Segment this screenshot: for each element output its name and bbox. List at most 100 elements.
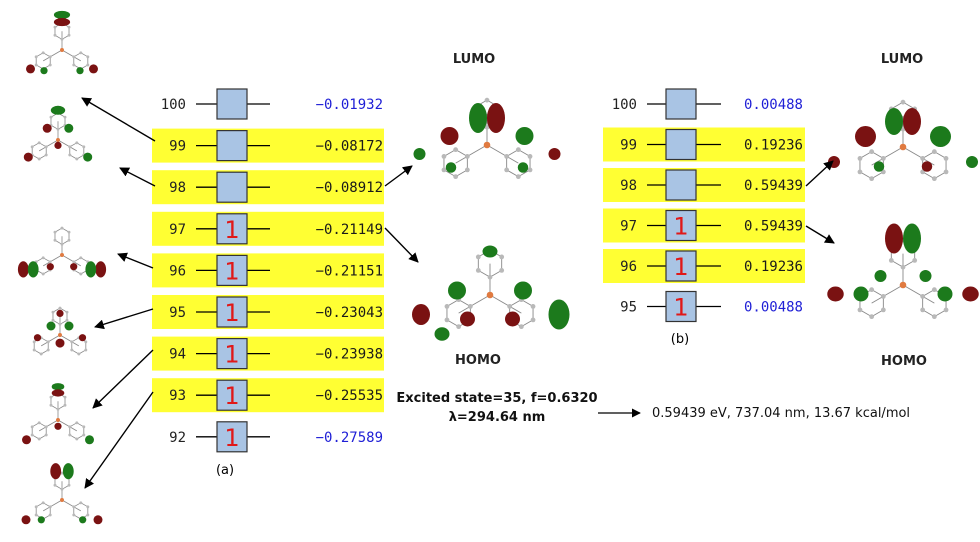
- arrow-96: [117, 252, 154, 269]
- orbital-energy: −0.21149: [316, 222, 383, 238]
- orbital-row-98: 98 −0.08912: [152, 170, 384, 205]
- panel-a-orbital-ladder: 100 −0.01932 99 −0.08172 98 −0.08912 97 1 −0.211…: [152, 88, 384, 453]
- panel-a-right-arrows: [384, 165, 419, 263]
- orbital-index: 95: [620, 300, 637, 316]
- orbital-isosurface-pictures: [17, 10, 979, 525]
- orbital-box: [216, 130, 248, 162]
- orbital-row-96: 96 1 −0.21151: [152, 253, 384, 288]
- orbital-energy: −0.01932: [316, 97, 383, 113]
- orbital-index: 100: [612, 97, 637, 113]
- orbital-index: 99: [620, 138, 637, 154]
- homo-label-a: HOMO: [455, 353, 501, 368]
- orbital-energy: 0.00488: [744, 97, 803, 113]
- orbital-box: [665, 209, 697, 242]
- orbital-box: [665, 88, 697, 120]
- orbital-box: [216, 254, 248, 286]
- orbital-row-92: 92 1 −0.27589: [169, 421, 383, 453]
- lumo-picture-b: [828, 99, 978, 182]
- orbital-row-97: 97 1 0.59439: [603, 208, 805, 243]
- arrow-b97-homo: [805, 225, 835, 244]
- orbital-energy: 0.19236: [744, 259, 803, 275]
- arrow-97-homo: [384, 227, 419, 263]
- orbital-box: [665, 128, 697, 161]
- orbital-box: [216, 421, 248, 453]
- orbital-index: 97: [620, 219, 637, 235]
- orbital-row-97: 97 1 −0.21149: [152, 211, 384, 246]
- panel-a-left-arrows: [81, 97, 156, 489]
- orbital-row-98: 98 0.59439: [603, 168, 805, 202]
- orbital-index: 96: [620, 259, 637, 275]
- spin-up-electron: 1: [673, 294, 688, 322]
- orbital-energy: −0.08172: [316, 139, 383, 155]
- orbital-index: 94: [169, 347, 186, 363]
- orbital-energy: 0.59439: [744, 219, 803, 235]
- orbital-box: [216, 171, 248, 203]
- arrow-98-lumo: [384, 165, 413, 187]
- orbital-picture-98: [23, 105, 93, 162]
- panel-a-caption: (a): [216, 463, 234, 478]
- orbital-energy: −0.21151: [316, 263, 383, 279]
- spin-up-electron: 1: [224, 216, 239, 244]
- orbital-energy: −0.27589: [316, 430, 383, 446]
- spin-up-electron: 1: [224, 382, 239, 410]
- wavelength-text: λ=294.64 nm: [449, 410, 546, 425]
- orbital-index: 96: [169, 263, 186, 279]
- orbital-index: 93: [169, 388, 186, 404]
- excited-state-text: Excited state=35, f=0.6320: [396, 391, 597, 406]
- arrow-93: [84, 391, 154, 489]
- orbital-box: [665, 290, 697, 323]
- orbital-box: [216, 88, 248, 120]
- lumo-picture-a: [413, 97, 561, 180]
- orbital-energy: 0.00488: [744, 300, 803, 316]
- lumo-label-a: LUMO: [453, 52, 495, 67]
- orbital-row-94: 94 1 −0.23938: [152, 336, 384, 371]
- orbital-index: 95: [169, 305, 186, 321]
- spin-up-electron: 1: [673, 213, 688, 241]
- orbital-index: 97: [169, 222, 186, 238]
- orbital-index: 98: [169, 180, 186, 196]
- orbital-row-100: 100 −0.01932: [161, 88, 383, 120]
- orbital-energy: 0.59439: [744, 178, 803, 194]
- orbital-index: 100: [161, 97, 186, 113]
- arrow-95: [94, 308, 154, 330]
- orbital-row-93: 93 1 −0.25535: [152, 378, 384, 413]
- orbital-index: 98: [620, 178, 637, 194]
- homo-picture-a: [412, 245, 570, 341]
- orbital-box: [216, 296, 248, 328]
- orbital-energy: −0.23043: [316, 305, 383, 321]
- orbital-picture-93: [21, 463, 103, 525]
- orbital-row-99: 99 −0.08172: [152, 128, 384, 163]
- arrow-98: [119, 167, 156, 187]
- spin-up-electron: 1: [224, 299, 239, 327]
- orbital-box: [216, 379, 248, 411]
- panel-b-caption: (b): [671, 332, 689, 347]
- orbital-picture-95: [32, 306, 88, 356]
- orbital-row-96: 96 1 0.19236: [603, 249, 805, 283]
- arrow-94: [92, 349, 154, 409]
- orbital-box: [665, 169, 697, 201]
- orbital-energy: 0.19236: [744, 138, 803, 154]
- orbital-energy: −0.23938: [316, 347, 383, 363]
- orbital-picture-99: [26, 10, 98, 75]
- spin-up-electron: 1: [673, 253, 688, 281]
- orbital-row-95: 95 1 −0.23043: [152, 295, 384, 329]
- orbital-box: [216, 213, 248, 245]
- orbital-picture-94: [22, 383, 94, 445]
- panel-b-right-arrows: [805, 160, 835, 244]
- orbital-box: [665, 250, 697, 282]
- orbital-index: 92: [169, 430, 186, 446]
- homo-picture-b: [827, 223, 979, 320]
- spin-up-electron: 1: [224, 341, 239, 369]
- orbital-energy: −0.08912: [316, 180, 383, 196]
- result-text: 0.59439 eV, 737.04 nm, 13.67 kcal/mol: [652, 406, 910, 421]
- orbital-row-95: 95 1 0.00488: [620, 290, 803, 323]
- orbital-row-100: 100 0.00488: [612, 88, 803, 120]
- spin-up-electron: 1: [224, 424, 239, 452]
- lumo-label-b: LUMO: [881, 52, 923, 67]
- orbital-row-99: 99 0.19236: [603, 127, 805, 162]
- spin-up-electron: 1: [224, 257, 239, 285]
- orbital-energy: −0.25535: [316, 388, 383, 404]
- arrow-99: [81, 97, 156, 142]
- homo-label-b: HOMO: [881, 354, 927, 369]
- orbital-picture-96: [17, 226, 107, 278]
